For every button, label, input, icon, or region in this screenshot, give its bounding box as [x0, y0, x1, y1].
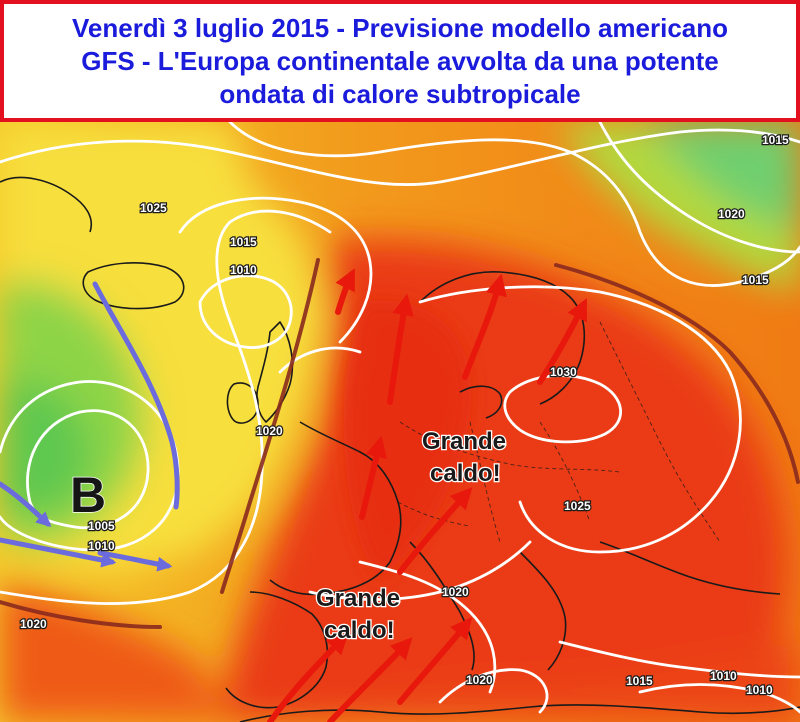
warm-air-arrow-icon: [462, 273, 507, 380]
warm-air-arrow-icon: [267, 632, 349, 722]
isobar-1020-northeast: [598, 122, 800, 254]
coast-black-sea: [599, 541, 781, 595]
isobar-1005: [26, 409, 150, 530]
isobar-1025-north: [0, 128, 800, 187]
isobar-labels: 1015 1025 1015 1010 1020 1015 1030 1020 …: [19, 132, 790, 698]
isobar-label: 1025: [140, 201, 167, 215]
isobar-label: 1015: [742, 273, 769, 287]
isobar-label: 1015: [762, 133, 789, 147]
title-line-1: Venerdì 3 luglio 2015 - Previsione model…: [71, 12, 729, 43]
cold-air-arrow-icon: [92, 281, 180, 510]
heat-annotations: Grande caldo! Grande caldo!: [315, 427, 508, 646]
heat-annotation-center-line1: Grande: [422, 428, 506, 455]
coast-greenland: [0, 176, 92, 233]
isobar-1020-uk: [278, 346, 362, 374]
border-central-europe: [399, 421, 621, 473]
isobar-label: 1010: [746, 683, 773, 697]
isobar-1015-southeast: [558, 640, 800, 679]
coast-denmark: [459, 385, 503, 419]
isobar-label: 1020: [20, 617, 47, 631]
isobar-1020-south: [438, 668, 549, 714]
isobar-1025-ring: [418, 285, 742, 554]
warm-air-arrow-icon: [359, 435, 387, 520]
border-eastern-europe: [539, 421, 591, 523]
warm-air-arrow-icon: [397, 487, 473, 575]
isobar-1030-high: [503, 374, 623, 444]
coast-iceland: [82, 262, 185, 310]
ridge-axis-southwest: [0, 600, 162, 629]
isobar-label: 1010: [710, 669, 737, 683]
isobar-1025-central: [308, 540, 532, 601]
coast-italy: [409, 541, 475, 671]
title-line-3: ondata di calore subtropicale: [219, 78, 581, 109]
isobar-1020-italy: [358, 560, 497, 694]
isobars: [0, 122, 800, 714]
isobar-label: 1015: [626, 674, 653, 688]
isobar-label: 1020: [466, 673, 493, 687]
cold-air-arrow-icon: [0, 537, 117, 568]
low-pressure-label: B: [70, 467, 106, 523]
warm-air-arrow-icon: [327, 637, 413, 722]
title-line-2: GFS - L'Europa continentale avvolta da u…: [81, 45, 719, 76]
isobar-label: 1020: [442, 585, 469, 599]
coast-scandinavia: [419, 271, 586, 405]
isobar-label: 1015: [230, 235, 257, 249]
isobar-label: 1010: [230, 263, 257, 277]
isobar-1015-northeast: [228, 122, 800, 287]
isobar-label: 1005: [88, 519, 115, 533]
border-russia: [599, 321, 721, 543]
country-borders: [397, 321, 721, 543]
coast-iberia: [225, 591, 329, 709]
warm-air-arrow-icon: [397, 616, 473, 705]
isobar-1015-north: [178, 196, 373, 344]
ridge-axis-west: [220, 258, 320, 594]
isobar-label: 1030: [550, 365, 577, 379]
isobar-1020-west: [0, 209, 332, 605]
warm-air-arrows: [267, 268, 587, 722]
warm-air-arrow-icon: [335, 268, 355, 315]
field-heat-south: [300, 642, 800, 722]
cold-air-arrow-icon: [0, 481, 52, 528]
border-alps: [397, 501, 471, 527]
field-heat-peak: [343, 300, 472, 582]
heat-annotation-south-line2: caldo!: [324, 617, 395, 644]
ridge-axis-east: [554, 263, 800, 484]
weather-map: 1015 1025 1015 1010 1020 1015 1030 1020 …: [0, 122, 800, 722]
ridge-axes: [0, 258, 800, 629]
title-box: Venerdì 3 luglio 2015 - Previsione model…: [0, 0, 800, 122]
isobar-label: 1025: [564, 499, 591, 513]
heat-annotation-center-line2: caldo!: [430, 460, 501, 487]
cold-air-arrows: [0, 281, 180, 572]
warm-air-arrow-icon: [537, 298, 587, 385]
isobar-label: 1020: [718, 207, 745, 221]
isobar-label: 1020: [256, 424, 283, 438]
field-cool-northeast-core: [640, 122, 800, 232]
isobar-label: 1010: [88, 539, 115, 553]
coast-balkans: [519, 551, 567, 671]
field-cool-core: [0, 380, 91, 514]
isobar-1010-north: [198, 274, 293, 349]
isobar-1010-southeast: [638, 683, 800, 714]
heat-annotation-south-line1: Grande: [316, 585, 400, 612]
warm-air-arrow-icon: [387, 293, 414, 405]
cold-air-arrow-icon: [97, 550, 173, 572]
